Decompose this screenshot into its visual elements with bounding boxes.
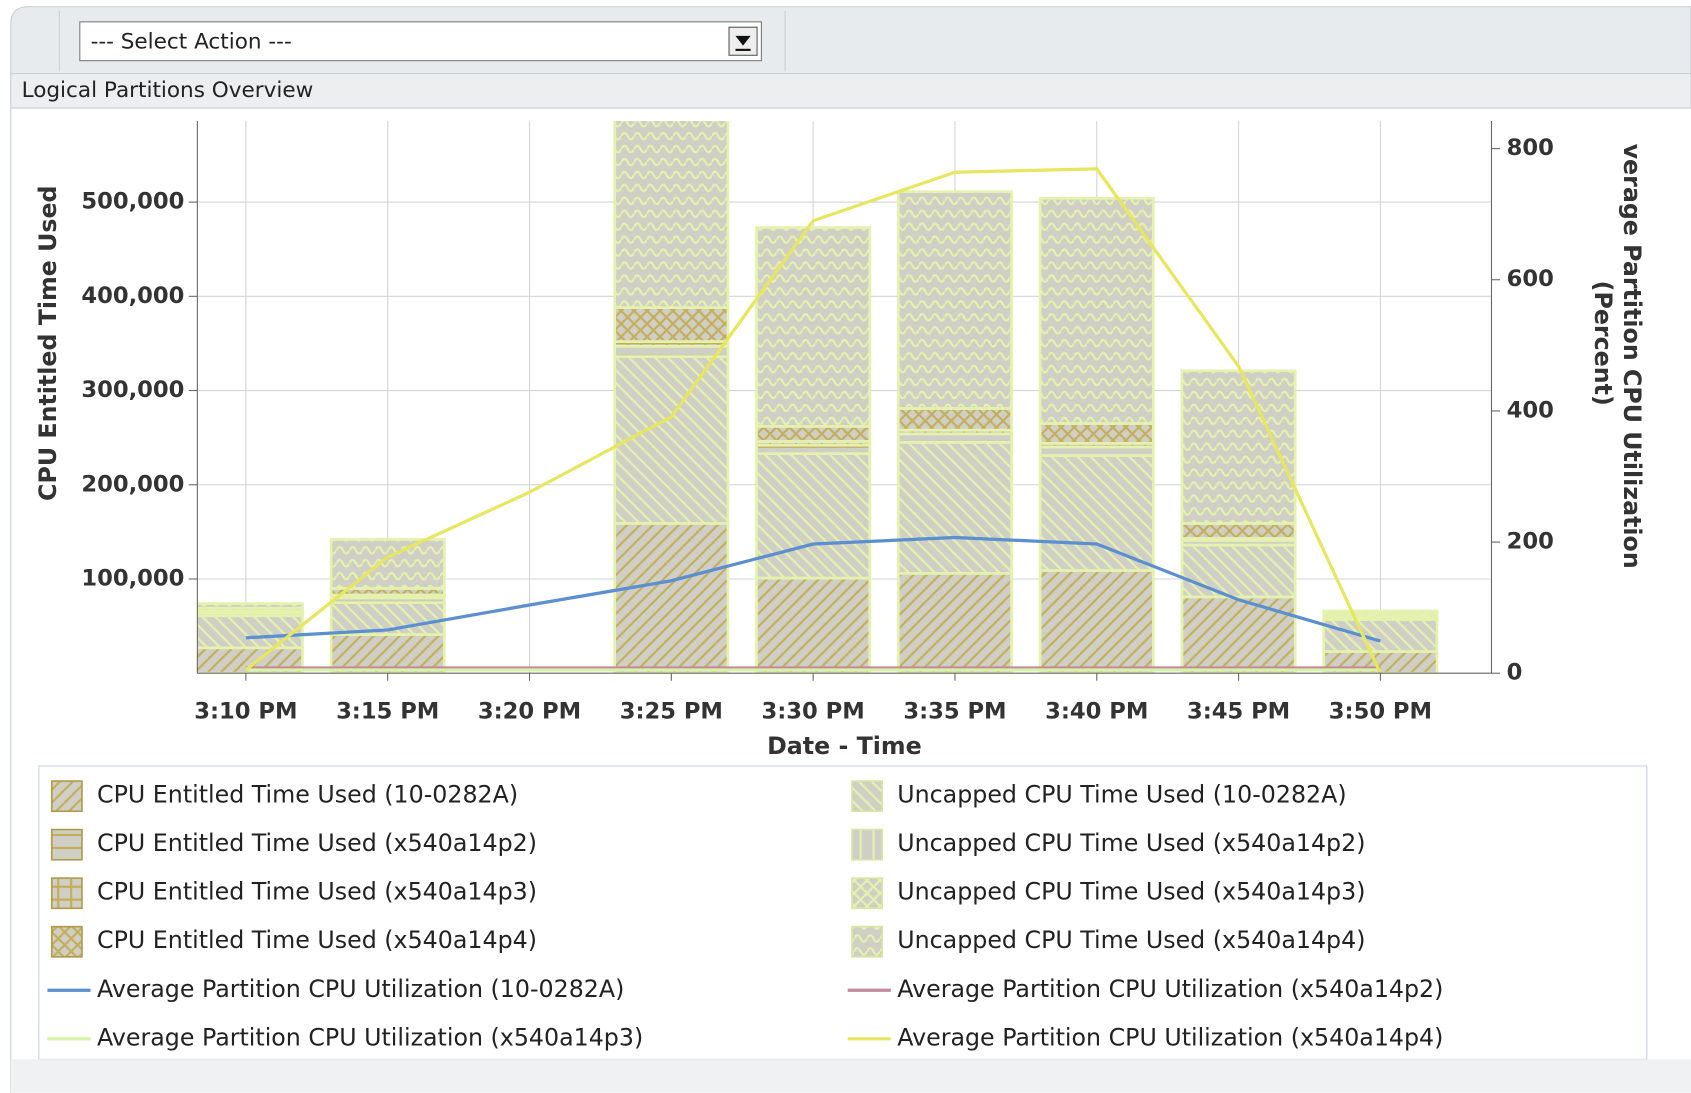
bar-segment	[755, 226, 872, 428]
bar-segment	[755, 576, 872, 674]
x-tick-label: 3:30 PM	[762, 699, 865, 725]
bar-segment	[1038, 569, 1155, 674]
legend-label: Average Partition CPU Utilization (x540a…	[897, 1023, 1443, 1051]
x-tick-label: 3:50 PM	[1329, 699, 1432, 725]
legend-label: Uncapped CPU Time Used (x540a14p2)	[897, 829, 1365, 857]
y2-axis-title: (Percent)	[1589, 281, 1617, 406]
x-axis-title: Date - Time	[767, 732, 922, 760]
bar-segment	[1180, 543, 1297, 599]
bar-segment	[1322, 618, 1439, 653]
x-tick-label: 3:15 PM	[336, 699, 439, 725]
x-tick-label: 3:10 PM	[194, 699, 297, 725]
legend-label: Uncapped CPU Time Used (10-0282A)	[897, 781, 1346, 809]
bar-segment	[1038, 196, 1155, 425]
y2-axis-title: verage Partition CPU Utilization	[1618, 144, 1646, 569]
bar-segment	[197, 614, 304, 650]
legend-swatch	[50, 828, 83, 861]
bar-segment	[613, 344, 730, 358]
legend-label: Average Partition CPU Utilization (x540a…	[97, 1023, 643, 1051]
legend-label: CPU Entitled Time Used (x540a14p3)	[97, 878, 537, 906]
panel-title-bar	[10, 73, 1691, 109]
legend-label: CPU Entitled Time Used (x540a14p2)	[97, 829, 537, 857]
select-arrow[interactable]	[735, 35, 751, 46]
bar-segment	[1322, 609, 1439, 616]
legend-label: Average Partition CPU Utilization (x540a…	[897, 975, 1443, 1003]
legend-swatch	[851, 828, 883, 861]
y-tick-label: 100,000	[81, 565, 184, 591]
legend-label: Uncapped CPU Time Used (x540a14p3)	[897, 878, 1365, 906]
bar-segment	[1180, 595, 1297, 674]
bar-segment	[197, 602, 304, 610]
y-tick-label: 300,000	[81, 377, 184, 403]
action-select[interactable]: --- Select Action ---	[79, 21, 762, 62]
bar-segment	[755, 424, 872, 443]
x-tick-label: 3:20 PM	[478, 699, 581, 725]
legend-swatch	[851, 925, 883, 958]
bar-segment	[755, 452, 872, 580]
y2-tick-label: 400	[1507, 397, 1554, 423]
bar-segment	[613, 355, 730, 525]
bar-segment	[896, 571, 1013, 674]
bar-segment	[896, 441, 1013, 575]
x-tick-label: 3:35 PM	[903, 699, 1006, 725]
y-tick-label: 500,000	[81, 189, 184, 215]
bar-segment	[329, 538, 446, 590]
y2-tick-label: 600	[1507, 266, 1554, 292]
bar-segment	[613, 121, 730, 309]
select-box[interactable]	[79, 21, 762, 62]
legend-label: Average Partition CPU Utilization (10-02…	[97, 975, 624, 1003]
y-tick-label: 200,000	[81, 471, 184, 497]
y2-tick-label: 800	[1507, 135, 1554, 161]
x-tick-label: 3:25 PM	[620, 699, 723, 725]
x-tick-label: 3:45 PM	[1187, 699, 1290, 725]
legend-swatch	[50, 780, 83, 813]
legend-label: Uncapped CPU Time Used (x540a14p4)	[897, 926, 1365, 954]
panel-title: Logical Partitions Overview	[22, 78, 314, 103]
y-axis-title: CPU Entitled Time Used	[34, 185, 62, 500]
select-text[interactable]: --- Select Action ---	[91, 29, 292, 54]
status-bar	[10, 1059, 1691, 1093]
bar-segment	[896, 190, 1013, 410]
bar-segment	[613, 306, 730, 343]
bar-segment	[1038, 454, 1155, 572]
legend-swatch	[50, 877, 83, 910]
legend-swatch	[851, 877, 883, 910]
bar-segment	[1180, 369, 1297, 525]
y2-tick-label: 0	[1507, 660, 1523, 686]
legend-swatch	[50, 925, 83, 958]
x-tick-label: 3:40 PM	[1045, 699, 1148, 725]
bar-segment	[613, 522, 730, 674]
legend-box	[38, 765, 1648, 1060]
legend-swatch	[851, 780, 883, 813]
legend-label: CPU Entitled Time Used (10-0282A)	[97, 781, 518, 809]
line-series	[244, 167, 1382, 674]
bar-segment	[896, 407, 1013, 432]
y2-tick-label: 200	[1507, 529, 1554, 555]
legend-label: CPU Entitled Time Used (x540a14p4)	[97, 926, 537, 954]
y-tick-label: 400,000	[81, 283, 184, 309]
line-series	[245, 535, 1381, 643]
bar-segment	[1038, 422, 1155, 445]
bar-segment	[1180, 522, 1297, 540]
